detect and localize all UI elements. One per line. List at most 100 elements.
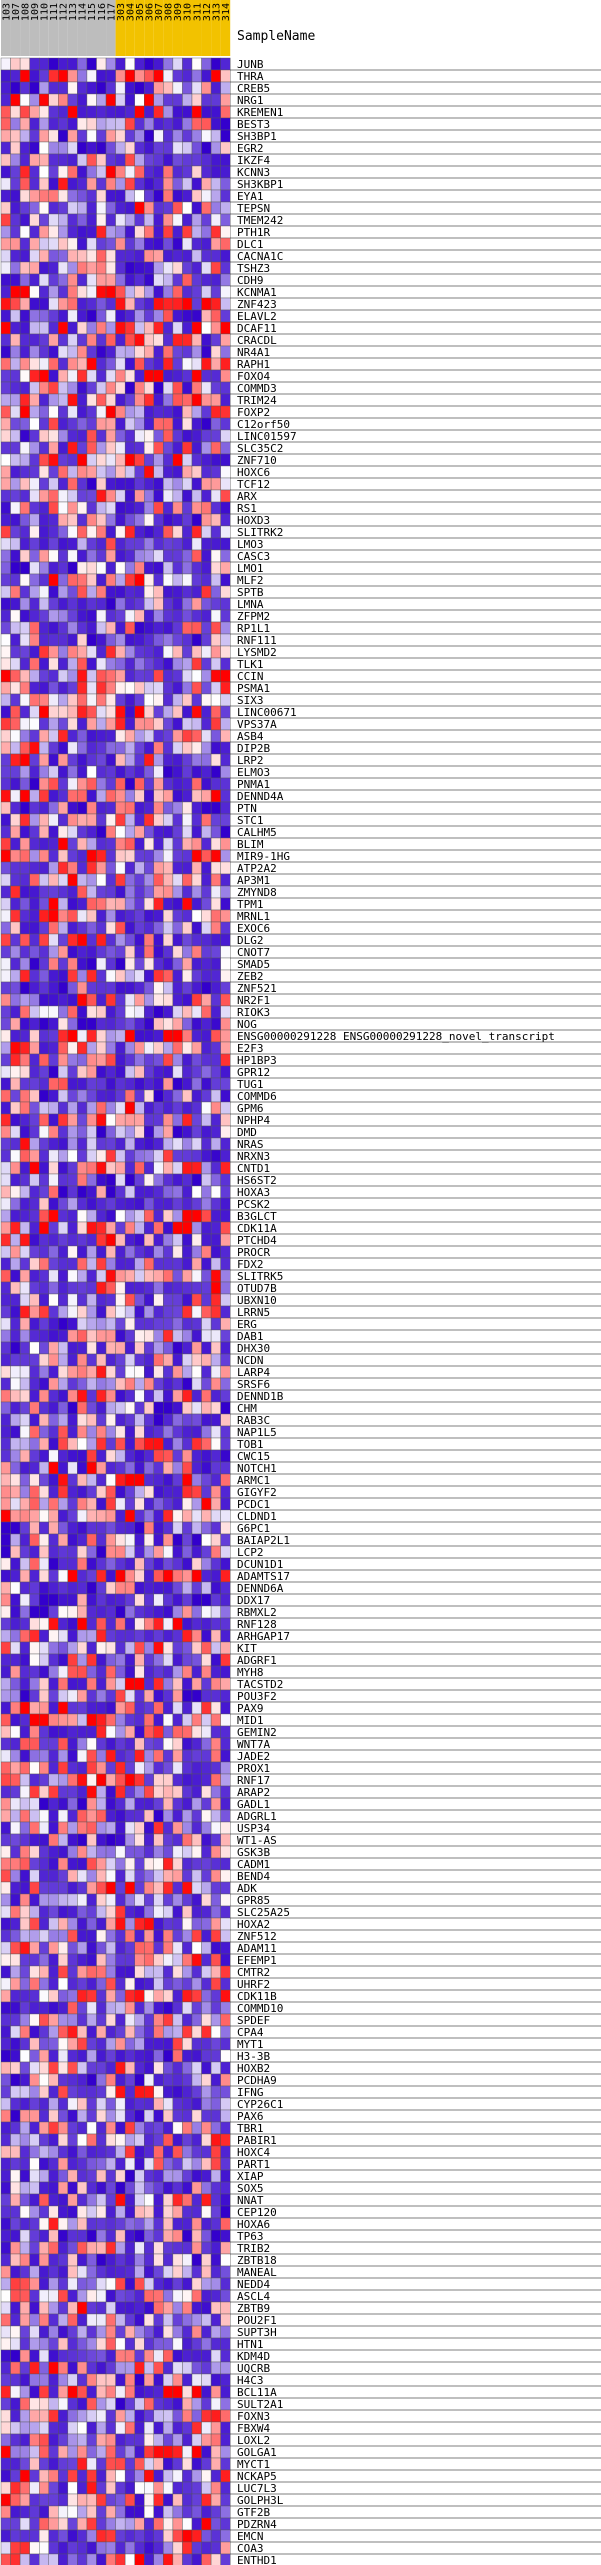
- heatmap-cell: [105, 1209, 116, 1223]
- heatmap-cell: [220, 141, 231, 155]
- heatmap-cell: [182, 837, 193, 851]
- heatmap-cell: [77, 1473, 88, 1487]
- heatmap-cell: [124, 2109, 135, 2123]
- heatmap-cell: [144, 1989, 155, 2003]
- heatmap-cell: [191, 2361, 202, 2375]
- heatmap-cell: [124, 789, 135, 803]
- heatmap-cell: [153, 273, 164, 287]
- heatmap-cell: [96, 897, 107, 911]
- heatmap-cell: [67, 2265, 78, 2279]
- heatmap-cell: [134, 405, 145, 419]
- heatmap-cell: [96, 1905, 107, 1919]
- heatmap-cell: [29, 261, 40, 275]
- heatmap-cell: [144, 993, 155, 1007]
- heatmap-cell: [67, 81, 78, 95]
- heatmap-cell: [105, 897, 116, 911]
- heatmap-cell: [67, 693, 78, 707]
- heatmap-cell: [182, 2433, 193, 2447]
- heatmap-cell: [153, 369, 164, 383]
- heatmap-cell: [172, 1701, 183, 1715]
- heatmap-cell: [29, 1125, 40, 1139]
- heatmap-cell: [220, 837, 231, 851]
- heatmap-cell: [124, 489, 135, 503]
- heatmap-cell: [134, 1473, 145, 1487]
- heatmap-cell: [67, 813, 78, 827]
- heatmap-cell: [153, 2337, 164, 2351]
- heatmap-cell: [124, 1737, 135, 1751]
- heatmap-cell: [153, 909, 164, 923]
- heatmap-cell: [191, 2433, 202, 2447]
- heatmap-cell: [115, 1353, 126, 1367]
- heatmap-cell: [105, 1077, 116, 1091]
- heatmap-cell: [105, 1101, 116, 1115]
- heatmap-cell: [96, 1665, 107, 1679]
- heatmap-cell: [10, 1029, 21, 1043]
- heatmap-cell: [182, 1221, 193, 1235]
- heatmap-cell: [172, 2157, 183, 2171]
- heatmap-cell: [124, 2241, 135, 2255]
- heatmap-cell: [0, 1029, 11, 1043]
- heatmap-cell: [0, 2001, 11, 2015]
- heatmap-cell: [48, 837, 59, 851]
- heatmap-cell: [163, 465, 174, 479]
- heatmap-cell: [48, 1053, 59, 1067]
- heatmap-cell: [48, 1173, 59, 1187]
- heatmap-cell: [67, 1101, 78, 1115]
- heatmap-cell: [134, 1689, 145, 1703]
- heatmap-cell: [0, 837, 11, 851]
- heatmap-cell: [210, 1821, 221, 1835]
- heatmap-cell: [134, 2409, 145, 2423]
- heatmap-cell: [19, 885, 30, 899]
- heatmap-cell: [105, 1365, 116, 1379]
- heatmap-cell: [58, 2121, 69, 2135]
- heatmap-cell: [182, 1881, 193, 1895]
- heatmap-cell: [134, 789, 145, 803]
- heatmap-cell: [96, 777, 107, 791]
- heatmap-cell: [115, 1197, 126, 1211]
- heatmap-cell: [0, 333, 11, 347]
- heatmap-cell: [163, 1485, 174, 1499]
- heatmap-cell: [77, 2445, 88, 2459]
- heatmap-cell: [191, 2289, 202, 2303]
- heatmap-cell: [67, 837, 78, 851]
- heatmap-cell: [115, 537, 126, 551]
- heatmap-cell: [182, 1485, 193, 1499]
- heatmap-cell: [48, 1725, 59, 1739]
- heatmap-cell: [0, 2277, 11, 2291]
- heatmap-cell: [67, 1293, 78, 1307]
- heatmap-cell: [86, 2373, 97, 2387]
- heatmap-cell: [58, 1101, 69, 1115]
- heatmap-cell: [0, 897, 11, 911]
- heatmap-cell: [29, 345, 40, 359]
- heatmap-cell: [182, 477, 193, 491]
- heatmap-cell: [115, 1629, 126, 1643]
- heatmap-cell: [58, 1065, 69, 1079]
- heatmap-cell: [201, 321, 212, 335]
- heatmap-cell: [96, 1089, 107, 1103]
- heatmap-cell: [134, 621, 145, 635]
- heatmap-cell: [86, 2433, 97, 2447]
- heatmap-cell: [220, 957, 231, 971]
- heatmap-cell: [48, 1809, 59, 1823]
- heatmap-cell: [0, 225, 11, 239]
- heatmap-cell: [201, 1665, 212, 1679]
- heatmap-cell: [105, 1713, 116, 1727]
- heatmap-cell: [10, 2517, 21, 2531]
- heatmap-cell: [39, 921, 49, 935]
- heatmap-cell: [0, 2037, 11, 2051]
- heatmap-cell: [115, 2073, 126, 2087]
- heatmap-cell: [153, 225, 164, 239]
- heatmap-cell: [0, 501, 11, 515]
- heatmap-cell: [39, 1161, 49, 1175]
- heatmap-cell: [67, 465, 78, 479]
- heatmap-cell: [115, 573, 126, 587]
- heatmap-cell: [77, 945, 88, 959]
- heatmap-cell: [163, 1077, 174, 1091]
- heatmap-cell: [29, 1305, 40, 1319]
- heatmap-cell: [58, 1161, 69, 1175]
- heatmap-cell: [220, 1701, 231, 1715]
- heatmap-cell: [191, 1617, 202, 1631]
- heatmap-cell: [115, 549, 126, 563]
- heatmap-cell: [0, 1365, 11, 1379]
- heatmap-cell: [96, 1449, 107, 1463]
